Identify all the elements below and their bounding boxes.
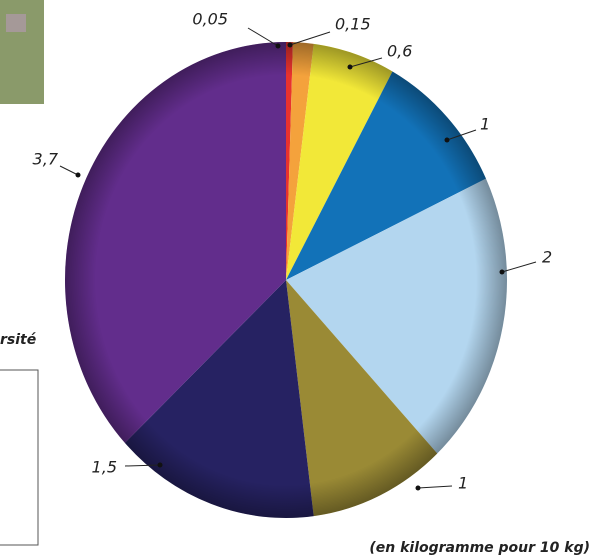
value-label: 1: [480, 115, 490, 134]
value-label: 0,6: [387, 42, 412, 61]
leader-dot: [347, 64, 353, 70]
leader-dot: [75, 172, 81, 178]
value-label: 1,5: [92, 458, 117, 477]
leader-line: [59, 165, 79, 176]
leader-dot: [415, 485, 421, 491]
leader-dot: [275, 43, 281, 49]
leader-dot: [287, 42, 293, 48]
value-label: 1: [458, 474, 468, 493]
labels: 0,05 0,15 0,6 1 2 1 1,5 3,7: [33, 10, 553, 493]
unit-note: (en kilogramme pour 10 kg): [369, 540, 590, 556]
leader-line: [417, 485, 453, 489]
value-label: 0,05: [192, 10, 228, 29]
pie-shading: [65, 42, 507, 518]
leader-line: [247, 27, 279, 47]
value-label: 2: [542, 248, 552, 267]
side-box: [0, 369, 39, 546]
leader-dot: [499, 269, 505, 275]
leader-line: [349, 57, 383, 68]
leader-dot: [444, 137, 450, 143]
leader-line: [289, 31, 331, 46]
leader-line: [446, 129, 477, 141]
value-label: 3,7: [33, 150, 59, 169]
value-label: 0,15: [335, 15, 371, 34]
leader-line: [501, 261, 537, 273]
leader-line: [124, 464, 161, 467]
partial-heading: rsité: [0, 332, 37, 348]
leader-dot: [157, 462, 163, 468]
photo-detail: [6, 14, 26, 32]
